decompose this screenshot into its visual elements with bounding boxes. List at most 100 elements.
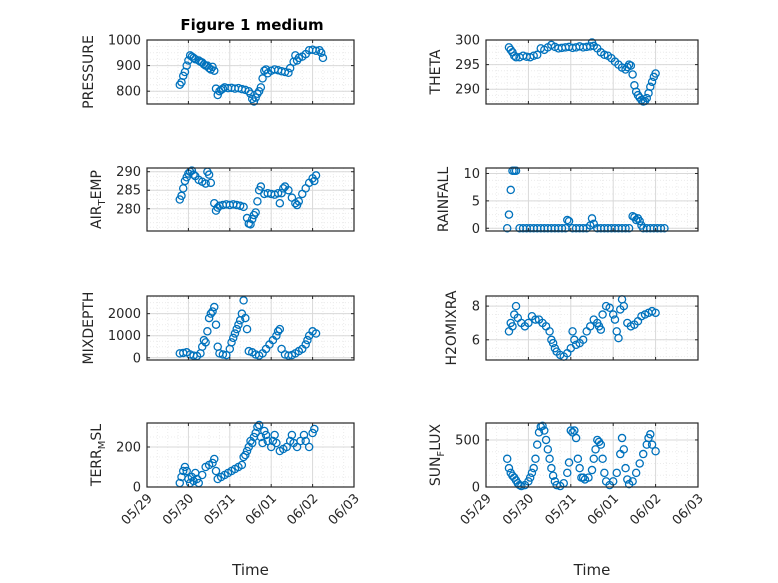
data-point xyxy=(201,338,210,347)
y-tick-label: 0 xyxy=(133,481,141,496)
data-point xyxy=(504,463,514,473)
data-point xyxy=(253,197,262,206)
data-point xyxy=(585,322,595,331)
panel-sun-flux: 0 500 05/29 05/30 05/31 06/01 06/02 06/03 SUNFLU… xyxy=(428,421,707,579)
x-tick-label: 06/01 xyxy=(243,491,280,528)
data-point xyxy=(287,430,297,440)
data-point xyxy=(204,313,214,323)
y-tick-label: 2000 xyxy=(108,307,141,322)
data-point xyxy=(617,433,627,443)
data-point xyxy=(614,333,623,343)
data-point xyxy=(258,74,267,83)
x-axis-label: Time xyxy=(573,561,611,579)
data-point xyxy=(591,445,600,454)
data-point xyxy=(206,309,216,318)
data-point xyxy=(242,446,252,456)
data-point xyxy=(525,473,535,482)
data-point xyxy=(178,466,188,476)
x-tick-label: 06/02 xyxy=(627,491,664,528)
y-tick-label: 1000 xyxy=(108,329,141,344)
data-point xyxy=(208,62,217,72)
data-point xyxy=(308,428,317,438)
data-point xyxy=(201,179,210,188)
y-axis-label: PRESSURE xyxy=(81,35,97,109)
data-point xyxy=(651,69,660,78)
data-point xyxy=(548,471,558,480)
data-point xyxy=(251,208,260,217)
data-point xyxy=(189,53,198,63)
data-point xyxy=(548,338,558,348)
data-point xyxy=(545,454,554,464)
data-point xyxy=(651,308,660,318)
plot-area xyxy=(486,40,698,104)
data-point xyxy=(273,188,283,198)
panel-theta: 290 295 300 THETA xyxy=(428,34,699,106)
data-point xyxy=(563,468,572,478)
data-point xyxy=(260,426,269,436)
data-point xyxy=(241,313,250,323)
data-point xyxy=(619,445,629,454)
data-point xyxy=(502,224,512,233)
data-point xyxy=(605,303,614,313)
data-point xyxy=(301,340,310,349)
y-tick-label: 295 xyxy=(455,58,480,73)
data-point xyxy=(235,201,245,211)
plot-area xyxy=(147,423,354,487)
y-axis-label: MIXDEPTH xyxy=(81,292,97,365)
data-point xyxy=(628,477,637,486)
data-point xyxy=(311,171,321,180)
data-point xyxy=(189,170,198,179)
y-tick-label: 290 xyxy=(455,83,480,98)
data-point xyxy=(596,325,606,334)
data-point xyxy=(584,473,593,482)
data-point xyxy=(284,68,293,78)
data-point xyxy=(532,440,542,449)
data-point xyxy=(294,197,304,206)
data-point xyxy=(249,97,259,106)
figure-title: Figure 1 medium xyxy=(180,16,323,34)
axes-box xyxy=(146,422,355,488)
y-tick-label: 280 xyxy=(116,202,141,217)
data-point xyxy=(266,442,276,452)
data-point xyxy=(304,442,314,452)
data-point xyxy=(547,463,556,473)
data-point xyxy=(600,468,609,478)
data-point xyxy=(635,459,644,468)
data-point xyxy=(232,324,241,334)
data-point xyxy=(598,454,607,464)
x-tick-label: 06/02 xyxy=(284,491,321,528)
data-point xyxy=(529,51,538,61)
data-point xyxy=(647,440,657,449)
x-tick-label: 05/29 xyxy=(458,491,495,528)
data-point xyxy=(541,435,551,445)
data-point xyxy=(510,51,519,61)
data-point xyxy=(318,53,328,63)
panel-air-temp: 280 285 290 AIRTEMP xyxy=(89,165,355,232)
data-point xyxy=(284,185,293,195)
data-point xyxy=(628,70,637,79)
data-point xyxy=(261,430,271,440)
data-point xyxy=(511,166,521,175)
x-tick-label: 05/30 xyxy=(160,491,197,528)
data-point xyxy=(275,198,285,208)
data-point xyxy=(222,350,231,360)
data-point xyxy=(631,215,641,225)
data-point xyxy=(279,184,288,193)
data-point xyxy=(571,433,581,443)
data-point xyxy=(596,440,606,449)
data-point xyxy=(646,82,655,92)
data-point xyxy=(210,302,219,312)
data-point xyxy=(589,454,599,464)
data-point xyxy=(208,307,217,316)
data-point xyxy=(303,335,312,345)
data-point xyxy=(285,63,295,73)
data-point xyxy=(234,320,243,329)
data-point xyxy=(273,327,283,336)
axes-box xyxy=(146,39,355,105)
data-point xyxy=(578,335,588,345)
data-point xyxy=(182,61,191,70)
data-point xyxy=(524,318,533,328)
data-point xyxy=(242,324,252,334)
data-point xyxy=(570,426,579,435)
